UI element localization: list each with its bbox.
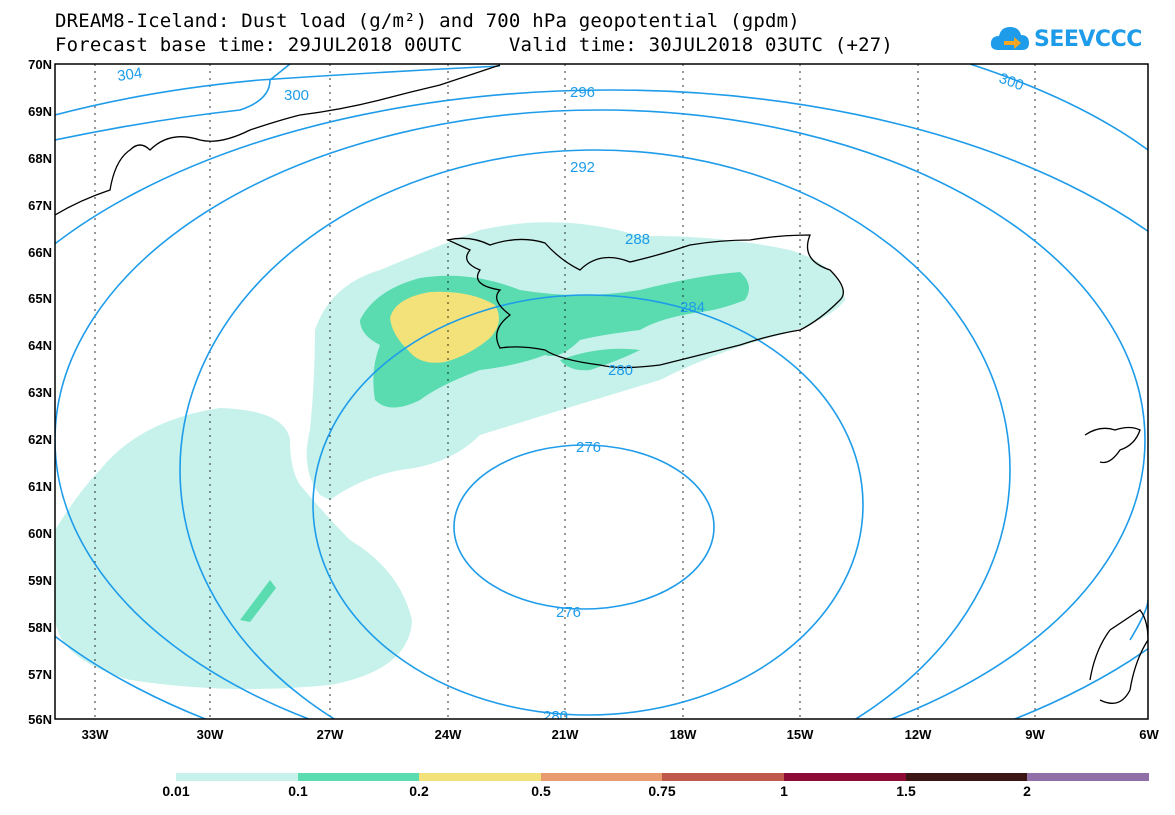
logo-text: SEEVCCC [1034,26,1142,52]
contour-label: 292 [570,159,595,176]
svg-text:300: 300 [997,70,1026,95]
lat-label: 58N [28,620,52,635]
svg-text:276: 276 [556,604,581,621]
forecast-time-line: Forecast base time: 29JUL2018 00UTC Vali… [55,34,894,56]
contour-label: 276 [556,604,581,621]
svg-text:296: 296 [570,84,595,101]
svg-text:280: 280 [608,362,633,379]
lat-label: 66N [28,245,52,260]
colorbar [176,773,1149,781]
colorbar-label: 1.5 [896,783,916,799]
lon-label: 27W [316,727,344,742]
lon-label: 21W [551,727,579,742]
lat-label: 65N [28,291,52,306]
coastline [55,64,1148,704]
dust-field-high [390,291,499,363]
svg-text:288: 288 [625,231,650,248]
lon-label: 30W [196,727,224,742]
colorbar-label: 0.75 [648,783,676,799]
lat-label: 60N [28,526,52,541]
colorbar-label: 0.5 [531,783,551,799]
colorbar-label: 2 [1023,783,1031,799]
lon-label: 18W [669,727,697,742]
lat-label: 59N [28,573,52,588]
contour-label: 296 [570,84,595,101]
lon-label: 33W [81,727,109,742]
contour-label: 288 [625,231,650,248]
contour-label: 300 [997,70,1026,95]
lat-label: 68N [28,151,52,166]
lon-label: 12W [904,727,932,742]
lon-label: 15W [786,727,814,742]
contour-label: 276 [576,439,601,456]
geopotential-contours [55,64,1148,719]
contour-label: 300 [284,87,309,104]
lat-label: 69N [28,104,52,119]
svg-text:300: 300 [284,87,309,104]
svg-text:280: 280 [543,708,568,725]
svg-text:284: 284 [680,299,705,316]
svg-text:292: 292 [570,159,595,176]
svg-text:304: 304 [116,65,143,85]
contour-labels: 304 300 300 296 292 288 284 280 276 276 … [116,65,1026,725]
map-frame [54,63,1149,720]
cloud-icon [990,27,1029,50]
lon-label: 6W [1139,727,1159,742]
colorbar-label: 0.1 [288,783,308,799]
contour-label: 280 [543,708,568,725]
colorbar-label: 0.2 [409,783,429,799]
map-title: DREAM8-Iceland: Dust load (g/m²) and 700… [55,10,800,32]
contour-label: 280 [608,362,633,379]
lon-label: 24W [434,727,462,742]
colorbar-label: 1 [780,783,788,799]
contour-label: 304 [116,65,143,85]
lat-label: 56N [28,712,52,727]
lon-label: 9W [1025,727,1045,742]
lat-label: 63N [28,385,52,400]
seevccc-logo: SEEVCCC [990,22,1142,56]
svg-text:276: 276 [576,439,601,456]
lat-label: 64N [28,338,52,353]
lat-label: 67N [28,198,52,213]
lat-label: 61N [28,479,52,494]
lat-label: 57N [28,667,52,682]
lat-label: 62N [28,432,52,447]
lat-label: 70N [28,57,52,72]
colorbar-label: 0.01 [162,783,190,799]
contour-label: 284 [680,299,705,316]
